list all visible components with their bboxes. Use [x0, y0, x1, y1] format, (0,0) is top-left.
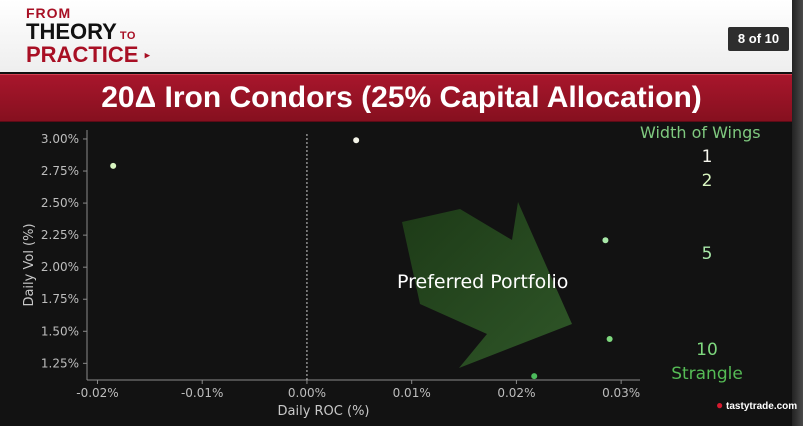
- x-axis-label: Daily ROC (%): [278, 404, 370, 419]
- logo-line-theory: THEORY TO: [26, 21, 150, 43]
- y-tick-label: 3.00%: [41, 132, 79, 146]
- y-tick-label: 1.25%: [41, 356, 79, 370]
- legend-entry: 10: [696, 340, 718, 360]
- preferred-portfolio-annotation: Preferred Portfolio: [397, 271, 568, 293]
- legend-title: Width of Wings: [640, 123, 761, 142]
- y-tick-label: 1.75%: [41, 292, 79, 306]
- preferred-direction-arrow: [402, 202, 572, 368]
- x-tick-label: -0.02%: [76, 386, 118, 400]
- slide-title: 20Δ Iron Condors (25% Capital Allocation…: [101, 81, 702, 114]
- watermark-text: tastytrade.com: [726, 401, 798, 412]
- logo-word-practice: PRACTICE: [26, 42, 139, 67]
- scatter-chart: Preferred Portfolio 1.25% 1.50% 1.75% 2.00%…: [0, 122, 792, 426]
- y-tick-label: 2.75%: [41, 164, 79, 178]
- y-tick-label: 2.25%: [41, 228, 79, 242]
- y-axis-label: Daily Vol (%): [22, 223, 37, 306]
- data-point: [531, 373, 538, 380]
- y-tick-label: 2.50%: [41, 196, 79, 210]
- logo-line-practice: PRACTICE ▸: [26, 44, 150, 66]
- header: FROM THEORY TO PRACTICE ▸ 8 of 10: [0, 0, 803, 72]
- chart-background: [0, 122, 792, 426]
- x-tick-label: 0.02%: [497, 386, 535, 400]
- x-tick-label: 0.03%: [602, 386, 640, 400]
- legend-entry: 5: [702, 244, 713, 264]
- data-point: [110, 162, 117, 169]
- y-tick-label: 2.00%: [41, 260, 79, 274]
- data-point: [353, 137, 360, 144]
- play-arrow-icon: ▸: [144, 49, 151, 62]
- data-point: [606, 335, 613, 342]
- logo-word-to: TO: [119, 30, 136, 42]
- tastytrade-watermark: ● tastytrade.com: [716, 398, 797, 412]
- y-tick-label: 1.50%: [41, 324, 79, 338]
- legend-entry: 2: [702, 171, 713, 191]
- title-bar: 20Δ Iron Condors (25% Capital Allocation…: [0, 74, 803, 122]
- legend-entry: Strangle: [671, 364, 743, 384]
- legend-entry: 1: [702, 147, 713, 167]
- logo-word-theory: THEORY: [26, 19, 117, 44]
- x-tick-label: 0.01%: [393, 386, 431, 400]
- window-edge: [792, 0, 803, 426]
- x-tick-label: -0.01%: [181, 386, 223, 400]
- tastytrade-cherry-icon: ●: [716, 398, 724, 412]
- logo-line-from: FROM: [26, 5, 72, 21]
- page-indicator: 8 of 10: [728, 27, 789, 51]
- x-tick-label: 0.00%: [288, 386, 326, 400]
- show-logo: FROM THEORY TO PRACTICE ▸: [26, 6, 150, 66]
- data-point: [602, 237, 609, 244]
